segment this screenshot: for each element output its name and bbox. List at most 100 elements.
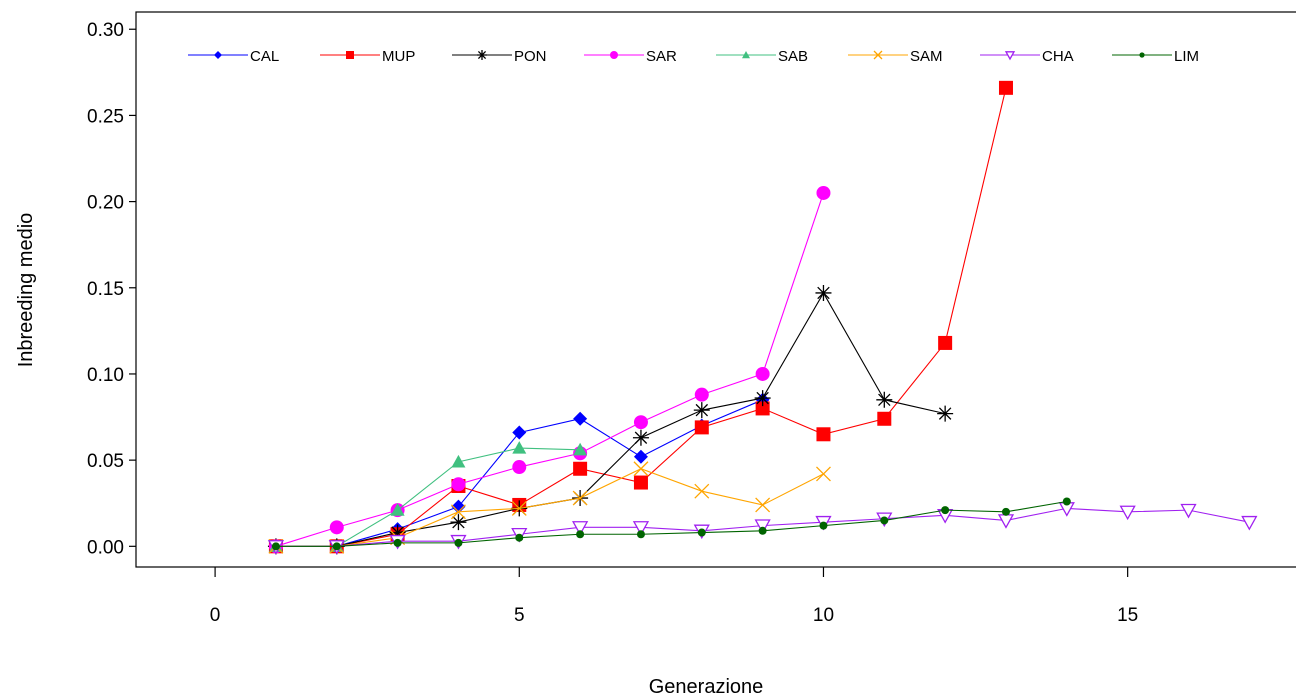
data-point [938, 335, 953, 350]
data-point [876, 391, 893, 408]
legend: CAL MUP PON SAR SAB SAM CHA LIM [188, 48, 1199, 65]
data-point [754, 390, 771, 407]
data-point [576, 530, 585, 539]
data-point [877, 411, 892, 426]
legend-marker [873, 50, 883, 60]
data-point [271, 542, 280, 551]
x-axis-title: Generazione [649, 676, 764, 698]
data-point [693, 402, 710, 419]
data-point [816, 185, 831, 200]
data-point [941, 506, 950, 515]
y-axis-title: Inbreeding medio [15, 213, 37, 368]
y-tick-label: 0.05 [87, 451, 124, 472]
data-point [755, 366, 770, 381]
data-point [1062, 497, 1071, 506]
data-point [694, 483, 710, 499]
data-point [1180, 503, 1197, 519]
data-point [755, 401, 770, 416]
x-tick-label: 15 [1117, 605, 1138, 626]
series-line [275, 500, 1067, 547]
legend-item-sar: SAR [584, 48, 677, 65]
x-axis: 0 5 10 15 [210, 567, 1138, 626]
data-point [816, 466, 831, 482]
data-point [819, 521, 828, 530]
legend-label: MUP [382, 48, 415, 65]
data-point [1001, 507, 1010, 516]
legend-item-lim: LIM [1112, 48, 1199, 65]
y-tick-label: 0.10 [87, 365, 124, 386]
data-point [515, 533, 524, 542]
data-point [754, 519, 771, 534]
data-point [451, 477, 466, 492]
data-point [694, 387, 709, 402]
data-point [450, 504, 466, 520]
data-point [636, 530, 645, 539]
data-point [1241, 515, 1258, 531]
data-point [329, 520, 344, 535]
legend-label: CAL [250, 48, 279, 65]
series-line [275, 468, 824, 547]
data-point [815, 284, 832, 301]
legend-item-cha: CHA [980, 48, 1074, 65]
legend-label: SAM [910, 48, 943, 65]
legend-label: CHA [1042, 48, 1074, 65]
legend-label: SAB [778, 48, 808, 65]
legend-marker [477, 50, 487, 60]
series-sar [268, 185, 831, 554]
legend-marker [214, 51, 222, 59]
legend-label: LIM [1174, 48, 1199, 65]
legend-marker [346, 51, 354, 59]
legend-label: PON [514, 48, 547, 65]
data-point [633, 461, 649, 477]
legend-marker [1139, 52, 1145, 58]
data-point [572, 490, 588, 506]
legend-item-cal: CAL [188, 48, 279, 65]
data-point [880, 516, 889, 525]
data-point [937, 405, 954, 422]
data-point [573, 461, 588, 476]
data-point [389, 524, 406, 541]
series-line [275, 192, 824, 547]
data-point [697, 528, 706, 537]
data-point [512, 425, 527, 440]
data-point [573, 411, 588, 426]
series-sab [268, 441, 588, 552]
plot-frame [135, 11, 1296, 568]
data-point [573, 442, 588, 456]
legend-item-pon: PON [452, 48, 547, 65]
data-point [451, 499, 466, 514]
series-mup [268, 80, 1013, 554]
data-point [816, 427, 831, 442]
y-axis: 0.00 0.05 0.10 0.15 0.20 0.25 0.30 [87, 20, 136, 558]
data-point [512, 460, 527, 475]
data-point [632, 521, 650, 536]
data-point [511, 500, 527, 516]
data-point [998, 80, 1013, 95]
y-tick-label: 0.20 [87, 193, 124, 214]
legend-item-sab: SAB [716, 48, 808, 65]
data-point [512, 441, 527, 454]
data-point [633, 475, 648, 490]
data-point [694, 420, 709, 435]
data-point [572, 521, 589, 536]
y-tick-label: 0.15 [87, 279, 124, 300]
data-point [393, 538, 402, 547]
data-point [633, 449, 648, 464]
series-layer [267, 80, 1258, 555]
x-tick-label: 5 [514, 605, 525, 626]
x-tick-label: 0 [210, 605, 221, 626]
series-pon [267, 284, 954, 555]
data-point [758, 526, 767, 535]
data-point [633, 415, 648, 430]
x-tick-label: 10 [813, 605, 834, 626]
series-lim [271, 497, 1071, 551]
legend-marker [610, 51, 618, 59]
legend-label: SAR [646, 48, 677, 65]
legend-item-sam: SAM [848, 48, 943, 65]
data-point [1119, 505, 1136, 521]
data-point [451, 454, 466, 468]
data-point [997, 514, 1015, 529]
y-tick-label: 0.00 [87, 537, 124, 558]
